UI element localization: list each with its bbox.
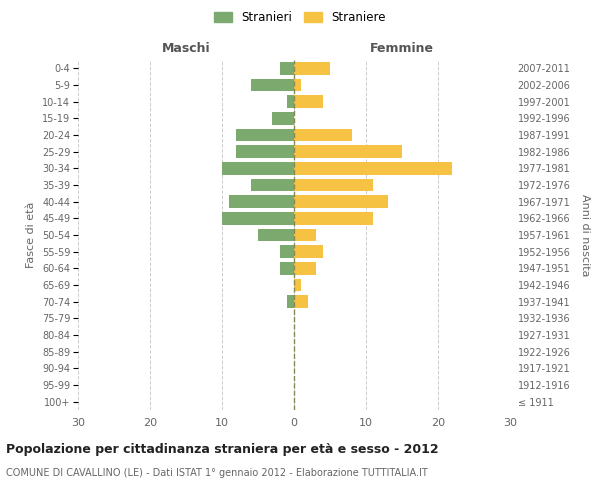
Text: Femmine: Femmine (370, 42, 434, 55)
Bar (258, 229, 294, 241)
Bar (280, 62, 294, 74)
Bar (272, 112, 294, 124)
Bar (294, 162, 452, 174)
Bar (280, 246, 294, 258)
Bar (222, 212, 294, 224)
Bar (294, 246, 323, 258)
Bar (294, 146, 402, 158)
Legend: Stranieri, Straniere: Stranieri, Straniere (214, 11, 386, 24)
Bar (294, 229, 316, 241)
Bar (294, 196, 388, 208)
Text: Popolazione per cittadinanza straniera per età e sesso - 2012: Popolazione per cittadinanza straniera p… (6, 442, 439, 456)
Bar (287, 96, 294, 108)
Bar (294, 96, 323, 108)
Text: Maschi: Maschi (161, 42, 211, 55)
Bar (294, 296, 308, 308)
Bar (294, 212, 373, 224)
Bar (287, 296, 294, 308)
Y-axis label: Fasce di età: Fasce di età (26, 202, 37, 268)
Bar (294, 62, 330, 74)
Bar (294, 79, 301, 92)
Y-axis label: Anni di nascita: Anni di nascita (580, 194, 590, 276)
Text: COMUNE DI CAVALLINO (LE) - Dati ISTAT 1° gennaio 2012 - Elaborazione TUTTITALIA.: COMUNE DI CAVALLINO (LE) - Dati ISTAT 1°… (6, 468, 428, 477)
Bar (251, 179, 294, 192)
Bar (236, 129, 294, 141)
Bar (280, 262, 294, 274)
Bar (229, 196, 294, 208)
Bar (294, 129, 352, 141)
Bar (251, 79, 294, 92)
Bar (294, 279, 301, 291)
Bar (222, 162, 294, 174)
Bar (294, 179, 373, 192)
Bar (294, 262, 316, 274)
Bar (236, 146, 294, 158)
